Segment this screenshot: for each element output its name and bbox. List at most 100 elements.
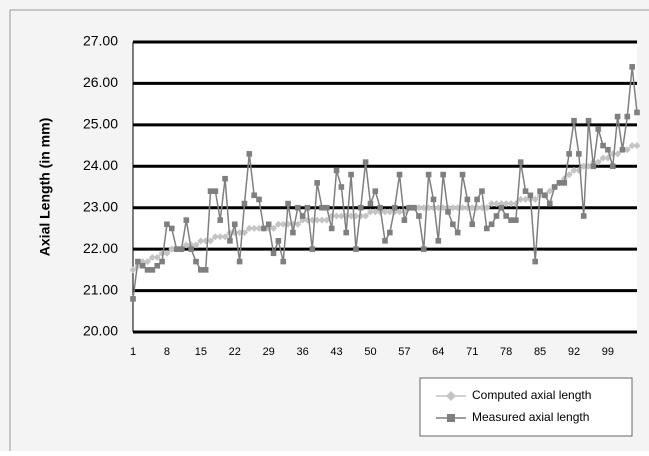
data-point xyxy=(333,212,341,220)
data-point xyxy=(231,221,238,228)
data-point xyxy=(168,245,176,253)
data-point xyxy=(590,163,597,170)
data-point xyxy=(502,200,510,208)
data-point xyxy=(149,267,156,273)
data-point xyxy=(366,208,374,216)
data-point xyxy=(527,192,534,199)
data-point xyxy=(411,204,417,211)
data-point xyxy=(168,225,175,232)
data-point xyxy=(333,167,340,174)
x-tick-label: 57 xyxy=(398,346,410,358)
data-point xyxy=(348,171,354,178)
y-tick-label: 20.00 xyxy=(83,323,118,339)
data-point xyxy=(571,117,577,124)
data-point xyxy=(154,262,161,269)
data-point xyxy=(135,258,141,265)
data-point xyxy=(274,220,282,228)
legend xyxy=(419,377,633,437)
data-point xyxy=(362,159,369,165)
data-point xyxy=(415,204,423,212)
data-point xyxy=(129,266,137,274)
y-tick-label: 24.00 xyxy=(83,157,118,173)
data-point xyxy=(192,241,200,249)
data-point xyxy=(566,151,572,157)
data-point xyxy=(532,258,539,265)
data-point xyxy=(585,117,592,124)
data-point xyxy=(445,209,451,215)
data-point xyxy=(430,196,437,203)
data-point xyxy=(139,262,146,269)
data-point xyxy=(517,159,524,165)
data-point xyxy=(318,216,326,224)
data-point xyxy=(633,142,641,150)
x-tick-label: 15 xyxy=(195,346,207,358)
y-axis-title: Axial Length (in mm) xyxy=(37,118,53,256)
data-point xyxy=(416,213,422,219)
data-point xyxy=(401,217,408,223)
data-point xyxy=(595,126,602,132)
data-point xyxy=(396,171,403,178)
data-point xyxy=(280,258,287,265)
data-point xyxy=(382,238,388,244)
x-tick-label: 99 xyxy=(602,346,614,358)
data-point xyxy=(546,200,553,207)
data-point xyxy=(338,184,345,190)
y-tick-label: 22.00 xyxy=(83,240,118,256)
data-point xyxy=(148,253,156,261)
data-point xyxy=(285,200,291,207)
y-tick-label: 27.00 xyxy=(83,33,118,49)
data-point xyxy=(546,187,554,195)
data-point xyxy=(163,249,171,257)
data-point xyxy=(193,258,199,265)
y-tick-label: 21.00 xyxy=(83,281,118,297)
data-point xyxy=(265,221,272,228)
data-point xyxy=(522,195,530,203)
data-point xyxy=(619,146,626,153)
data-point xyxy=(211,233,219,241)
data-point xyxy=(261,225,267,232)
data-point xyxy=(435,238,442,244)
data-point xyxy=(459,171,466,178)
data-point xyxy=(459,204,467,212)
data-point xyxy=(217,217,224,223)
data-point xyxy=(565,171,573,179)
data-point xyxy=(159,258,165,265)
x-tick-label: 43 xyxy=(330,346,342,358)
data-point xyxy=(498,204,505,211)
x-tick-label: 64 xyxy=(432,346,444,358)
data-point xyxy=(207,237,215,245)
data-point xyxy=(309,246,316,252)
data-point xyxy=(449,204,457,212)
plot-area xyxy=(133,42,637,332)
data-point xyxy=(372,188,379,194)
data-point xyxy=(454,229,461,236)
data-point xyxy=(513,217,519,223)
x-tick-label: 29 xyxy=(263,346,275,358)
data-point xyxy=(614,150,622,158)
data-point xyxy=(474,196,480,203)
data-point xyxy=(319,204,325,211)
data-point xyxy=(623,146,631,154)
data-point xyxy=(222,175,228,182)
y-tick-label: 26.00 xyxy=(83,74,118,90)
data-point xyxy=(508,217,514,223)
x-tick-label: 71 xyxy=(466,346,478,358)
data-point xyxy=(391,204,398,211)
data-point xyxy=(197,237,205,245)
data-point xyxy=(425,171,432,178)
data-point xyxy=(198,267,204,273)
data-point xyxy=(624,113,631,120)
data-point xyxy=(517,195,525,203)
data-point xyxy=(275,238,282,244)
data-point xyxy=(580,213,587,219)
data-point xyxy=(609,163,616,170)
data-point xyxy=(313,216,321,224)
data-point xyxy=(605,146,611,153)
data-point xyxy=(561,180,568,186)
data-point xyxy=(183,217,190,223)
data-point xyxy=(299,213,306,219)
data-point xyxy=(628,142,636,150)
data-point xyxy=(386,208,394,216)
data-point xyxy=(483,225,490,232)
data-point xyxy=(144,258,152,266)
